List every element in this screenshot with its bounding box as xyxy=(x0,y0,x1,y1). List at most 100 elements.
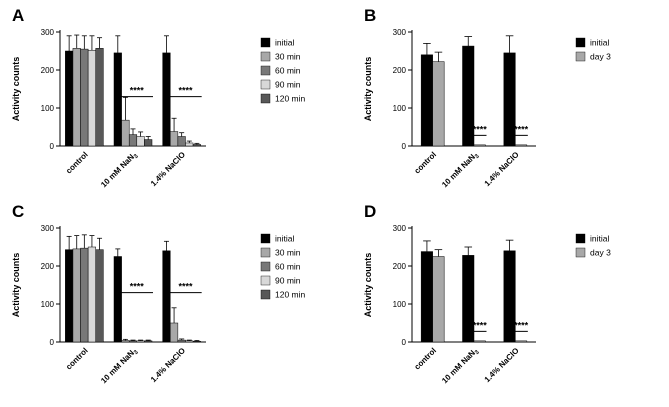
y-tick-label: 100 xyxy=(393,300,407,309)
legend-swatch-day-3 xyxy=(575,51,586,62)
panel-A: A 0 100 200 300 Activity counts control 10 mM … xyxy=(6,4,356,198)
panel-letter-a: A xyxy=(12,6,25,25)
y-axis-label: Activity counts xyxy=(363,253,373,318)
y-tick-label: 100 xyxy=(393,104,407,113)
panel-letter-d: D xyxy=(364,202,377,221)
bar-60-min-1 xyxy=(128,340,138,343)
y-tick-label: 0 xyxy=(402,338,407,347)
legend-swatch-90-min xyxy=(260,275,271,286)
panel-letter-b: B xyxy=(364,6,377,25)
legend-label: initial xyxy=(275,38,294,48)
legend-swatch-120-min xyxy=(260,93,271,104)
panel-D: D 0 100 200 300 Activity counts control 10 mM … xyxy=(358,200,663,394)
bar-30-min-2 xyxy=(170,322,179,343)
y-tick-label: 300 xyxy=(41,28,55,37)
y-axis-label: Activity counts xyxy=(11,57,21,122)
chart-B: 0 100 200 300 Activity counts control 10 mM Na… xyxy=(363,28,611,191)
significance-stars: **** xyxy=(473,124,488,134)
bar-30-min-2 xyxy=(170,131,179,147)
legend-swatch-initial xyxy=(575,37,586,48)
legend-label: initial xyxy=(275,234,294,244)
legend-label: day 3 xyxy=(590,52,611,62)
x-tick-label: 1.4% NaClO xyxy=(483,150,521,188)
bar-120-min-2 xyxy=(192,340,201,343)
bar-60-min-2 xyxy=(177,339,186,343)
legend-swatch-30-min xyxy=(260,247,271,258)
bar-day-3-0 xyxy=(432,256,445,343)
y-axis-label: Activity counts xyxy=(11,253,21,318)
legend-swatch-90-min xyxy=(260,79,271,90)
legend-label: initial xyxy=(590,38,609,48)
bar-initial-2 xyxy=(162,250,171,343)
significance-stars: **** xyxy=(130,86,145,96)
legend-swatch-60-min xyxy=(260,261,271,272)
bar-30-min-0 xyxy=(72,248,81,343)
x-tick-label: control xyxy=(64,150,90,176)
x-tick-label: 1.4% NaClO xyxy=(149,346,187,384)
bar-90-min-2 xyxy=(185,142,194,147)
legend-swatch-initial xyxy=(260,233,271,244)
bar-day-3-0 xyxy=(432,61,445,147)
bar-120-min-2 xyxy=(192,144,201,147)
significance-stars: **** xyxy=(178,282,193,292)
legend-swatch-initial xyxy=(575,233,586,244)
bar-day-3-2 xyxy=(515,340,528,343)
bar-120-min-1 xyxy=(144,139,153,147)
bar-30-min-1 xyxy=(121,340,130,343)
chart-A: 0 100 200 300 Activity counts control 10 mM Na… xyxy=(11,28,306,191)
legend-label: initial xyxy=(590,234,609,244)
y-tick-label: 200 xyxy=(41,262,55,271)
bar-60-min-0 xyxy=(80,247,89,343)
bar-initial-1 xyxy=(113,52,122,147)
panel-letter-c: C xyxy=(12,202,25,221)
bar-30-min-0 xyxy=(72,48,81,147)
panel-B: B 0 100 200 300 Activity counts control 10 mM … xyxy=(358,4,663,198)
chart-C: 0 100 200 300 Activity counts control 10 mM Na… xyxy=(11,224,306,387)
legend-swatch-day-3 xyxy=(575,247,586,258)
y-tick-label: 0 xyxy=(50,338,55,347)
y-tick-label: 200 xyxy=(393,262,407,271)
x-tick-label: 1.4% NaClO xyxy=(149,150,187,188)
bar-initial-1 xyxy=(113,256,122,343)
bar-initial-0 xyxy=(65,249,74,343)
significance-stars: **** xyxy=(178,86,193,96)
legend-label: 120 min xyxy=(275,94,306,104)
x-tick-label: 10 mM NaN3 xyxy=(440,150,481,191)
bar-initial-2 xyxy=(162,52,171,147)
y-tick-label: 100 xyxy=(41,104,55,113)
x-tick-label: 1.4% NaClO xyxy=(483,346,521,384)
legend-label: 30 min xyxy=(275,52,301,62)
legend-label: 120 min xyxy=(275,290,306,300)
legend-swatch-120-min xyxy=(260,289,271,300)
x-tick-label: 10 mM NaN3 xyxy=(99,150,140,191)
y-tick-label: 0 xyxy=(402,142,407,151)
bar-30-min-1 xyxy=(121,119,130,147)
x-tick-label: control xyxy=(413,150,439,176)
legend-label: 90 min xyxy=(275,276,301,286)
x-tick-label: 10 mM NaN3 xyxy=(440,346,481,387)
legend-swatch-initial xyxy=(260,37,271,48)
y-tick-label: 300 xyxy=(393,224,407,233)
bar-90-min-2 xyxy=(185,340,194,343)
bar-day-3-1 xyxy=(473,340,486,343)
y-tick-label: 200 xyxy=(41,66,55,75)
bar-90-min-1 xyxy=(136,136,145,147)
bar-day-3-2 xyxy=(515,144,528,147)
y-tick-label: 300 xyxy=(41,224,55,233)
bar-60-min-1 xyxy=(128,134,138,147)
bar-initial-0 xyxy=(420,54,433,147)
bar-initial-0 xyxy=(65,50,74,147)
significance-stars: **** xyxy=(130,282,145,292)
legend-label: 30 min xyxy=(275,248,301,258)
bar-60-min-2 xyxy=(177,136,186,147)
bar-120-min-0 xyxy=(95,249,104,343)
x-tick-label: 10 mM NaN3 xyxy=(99,346,140,387)
bar-120-min-0 xyxy=(95,48,104,147)
bar-90-min-0 xyxy=(87,246,96,343)
x-tick-label: control xyxy=(64,346,90,372)
legend-swatch-30-min xyxy=(260,51,271,62)
y-axis-label: Activity counts xyxy=(363,57,373,122)
legend-label: 90 min xyxy=(275,80,301,90)
y-tick-label: 100 xyxy=(41,300,55,309)
